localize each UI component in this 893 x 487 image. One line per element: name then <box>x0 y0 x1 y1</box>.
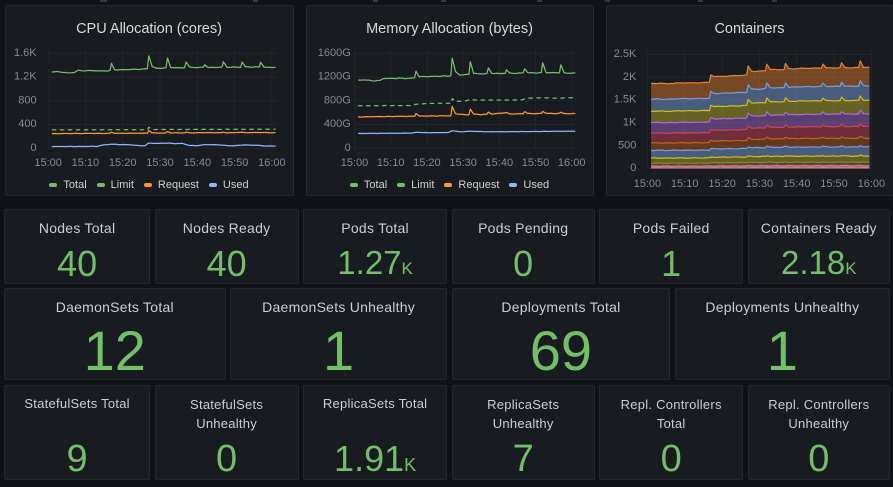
svg-text:15:20: 15:20 <box>708 178 736 190</box>
svg-text:0: 0 <box>630 162 636 174</box>
svg-text:15:10: 15:10 <box>71 157 99 169</box>
svg-text:500: 500 <box>618 139 636 151</box>
svg-text:15:30: 15:30 <box>449 157 477 169</box>
svg-text:15:30: 15:30 <box>146 157 174 169</box>
svg-text:15:20: 15:20 <box>108 157 136 169</box>
svg-text:15:00: 15:00 <box>34 157 62 169</box>
svg-text:1600G: 1600G <box>317 47 350 59</box>
svg-text:400G: 400G <box>323 118 350 130</box>
svg-text:1200G: 1200G <box>317 70 350 82</box>
svg-text:1.2K: 1.2K <box>13 70 36 82</box>
svg-text:0: 0 <box>30 141 36 153</box>
svg-text:0: 0 <box>344 141 350 153</box>
svg-text:15:10: 15:10 <box>670 178 698 190</box>
svg-text:2.5K: 2.5K <box>613 48 636 60</box>
svg-text:15:10: 15:10 <box>376 157 404 169</box>
svg-text:16:00: 16:00 <box>857 178 885 190</box>
svg-text:15:40: 15:40 <box>782 178 810 190</box>
svg-text:800G: 800G <box>323 94 350 106</box>
svg-text:16:00: 16:00 <box>258 157 286 169</box>
svg-text:15:40: 15:40 <box>183 157 211 169</box>
svg-text:15:50: 15:50 <box>521 157 549 169</box>
svg-text:15:50: 15:50 <box>220 157 248 169</box>
svg-text:2K: 2K <box>622 70 636 82</box>
svg-text:800: 800 <box>18 94 36 106</box>
svg-text:15:30: 15:30 <box>745 178 773 190</box>
svg-text:1K: 1K <box>622 116 636 128</box>
svg-text:15:40: 15:40 <box>485 157 513 169</box>
svg-text:15:20: 15:20 <box>413 157 441 169</box>
svg-text:15:00: 15:00 <box>633 178 661 190</box>
svg-text:15:00: 15:00 <box>340 157 368 169</box>
svg-text:15:50: 15:50 <box>820 178 848 190</box>
svg-text:400: 400 <box>18 118 36 130</box>
svg-text:16:00: 16:00 <box>557 157 585 169</box>
svg-text:1.6K: 1.6K <box>13 47 36 59</box>
svg-text:1.5K: 1.5K <box>613 93 636 105</box>
